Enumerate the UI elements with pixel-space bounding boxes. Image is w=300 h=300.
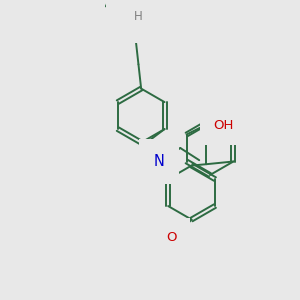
Text: N: N [121, 14, 132, 28]
Text: OH: OH [214, 118, 234, 131]
Text: N: N [153, 154, 164, 169]
Text: O: O [167, 231, 177, 244]
Text: H: H [134, 10, 143, 22]
